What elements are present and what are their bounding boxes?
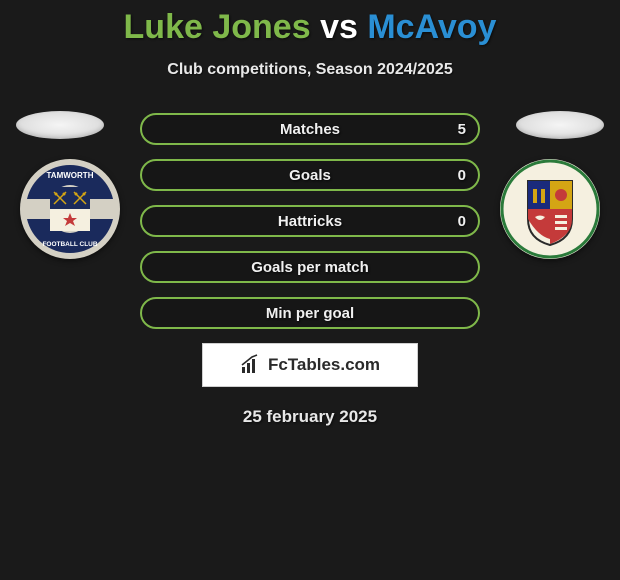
bar-fill-right: [310, 161, 478, 189]
vs-label: vs: [320, 8, 358, 46]
stat-bar-min-per-goal: Min per goal: [140, 297, 480, 329]
stat-label: Goals: [289, 167, 331, 184]
svg-text:TAMWORTH: TAMWORTH: [47, 171, 94, 180]
stat-label: Hattricks: [278, 213, 342, 230]
comparison-content: TAMWORTH FOOTBALL CLUB: [0, 113, 620, 427]
svg-text:FOOTBALL CLUB: FOOTBALL CLUB: [42, 241, 97, 248]
stat-label: Matches: [280, 121, 340, 138]
player1-name: Luke Jones: [124, 8, 311, 46]
player2-marker: [516, 111, 604, 139]
stat-bar-matches: Matches 5: [140, 113, 480, 145]
player1-marker: [16, 111, 104, 139]
wealdstone-crest-icon: [500, 159, 600, 259]
player2-name: McAvoy: [367, 8, 496, 46]
club-crest-left: TAMWORTH FOOTBALL CLUB: [20, 159, 120, 259]
stat-value-right: 0: [458, 167, 466, 184]
date-label: 25 february 2025: [0, 407, 620, 427]
club-crest-right: [500, 159, 600, 259]
stat-bars: Matches 5 Goals 0 Hattricks 0 Goals per …: [140, 113, 480, 329]
bar-chart-icon: [240, 354, 262, 376]
stat-bar-goals-per-match: Goals per match: [140, 251, 480, 283]
stat-value-right: 5: [458, 121, 466, 138]
brand-text: FcTables.com: [268, 355, 380, 375]
page-title: Luke Jones vs McAvoy: [0, 0, 620, 47]
stat-value-right: 0: [458, 213, 466, 230]
stat-bar-hattricks: Hattricks 0: [140, 205, 480, 237]
tamworth-crest-icon: TAMWORTH FOOTBALL CLUB: [20, 159, 120, 259]
stat-label: Goals per match: [251, 259, 369, 276]
subtitle: Club competitions, Season 2024/2025: [0, 61, 620, 79]
bar-fill-left: [142, 161, 310, 189]
stat-label: Min per goal: [266, 305, 354, 322]
stat-bar-goals: Goals 0: [140, 159, 480, 191]
brand-box[interactable]: FcTables.com: [202, 343, 418, 387]
